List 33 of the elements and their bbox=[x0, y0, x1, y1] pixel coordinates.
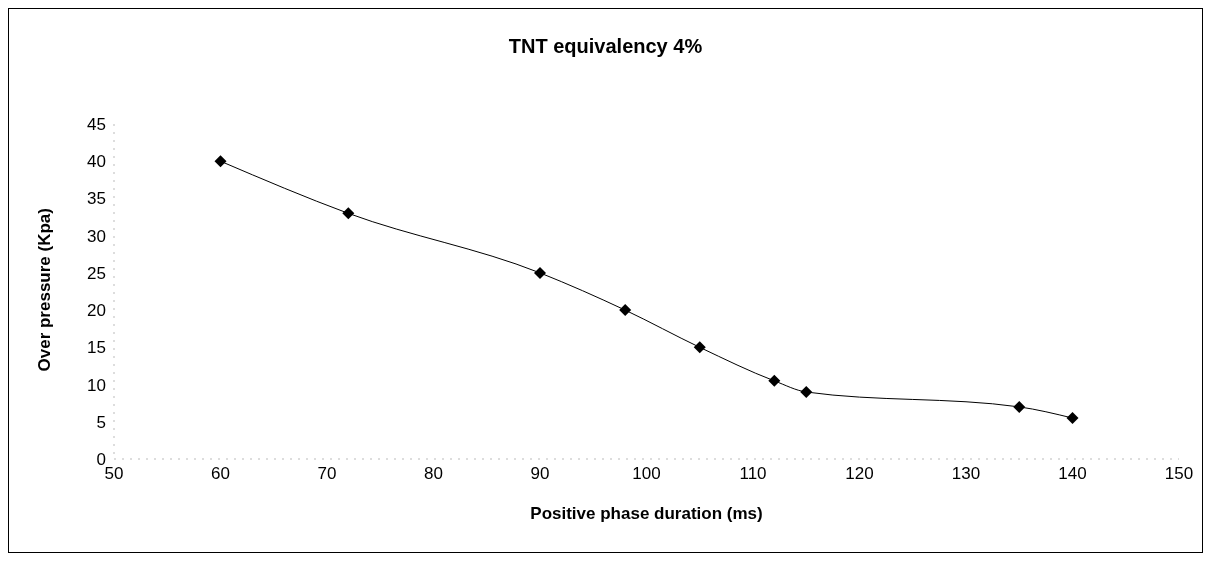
point bbox=[214, 155, 227, 168]
point bbox=[534, 266, 546, 279]
y-tick-label: 0 bbox=[96, 450, 106, 470]
point bbox=[1013, 400, 1026, 413]
point bbox=[1066, 412, 1079, 425]
x-tick-label: 90 bbox=[530, 464, 550, 484]
point bbox=[619, 304, 632, 317]
y-tick-label: 40 bbox=[87, 152, 106, 172]
x-tick-label: 100 bbox=[632, 464, 661, 484]
x-tick-label: 140 bbox=[1058, 464, 1087, 484]
x-tick-label: 50 bbox=[104, 464, 124, 484]
y-tick-label: 20 bbox=[87, 301, 106, 321]
y-axis-title: Over pressure (Kpa) bbox=[35, 208, 55, 372]
y-tick-label: 5 bbox=[96, 412, 106, 432]
x-tick-label: 130 bbox=[951, 464, 981, 484]
y-tick-label: 35 bbox=[87, 189, 106, 209]
x-tick-label: 80 bbox=[424, 464, 443, 484]
chart-title: TNT equivalency 4% bbox=[507, 35, 704, 58]
point bbox=[768, 374, 781, 387]
y-tick-label: 45 bbox=[87, 115, 106, 135]
y-tick-label: 15 bbox=[87, 338, 106, 358]
x-tick-label: 120 bbox=[845, 464, 874, 484]
point bbox=[693, 341, 706, 354]
x-tick-label: 150 bbox=[1164, 464, 1194, 484]
point bbox=[342, 207, 355, 220]
x-tick-label: 60 bbox=[211, 464, 230, 484]
x-tick-label: 70 bbox=[317, 464, 337, 484]
y-tick-label: 30 bbox=[87, 226, 106, 246]
y-tick-label: 10 bbox=[87, 375, 106, 395]
x-axis-title: Positive phase duration (ms) bbox=[530, 504, 763, 523]
point bbox=[800, 386, 813, 398]
y-tick-label: 25 bbox=[87, 263, 106, 283]
x-tick-label: 110 bbox=[739, 464, 767, 484]
